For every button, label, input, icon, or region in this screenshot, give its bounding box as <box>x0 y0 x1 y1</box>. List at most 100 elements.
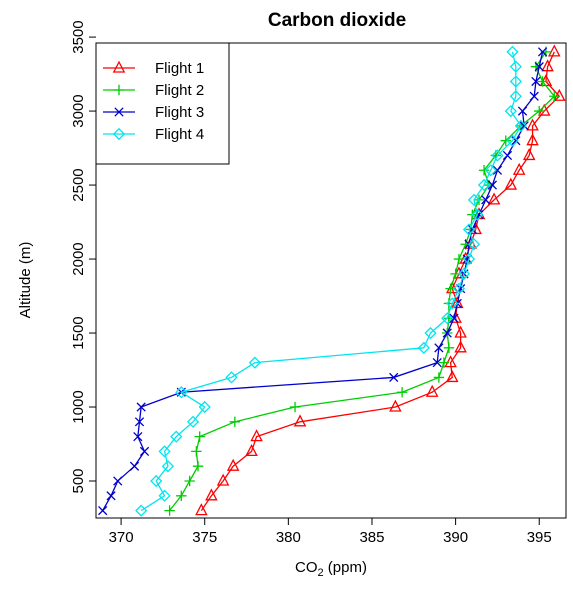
triangle-marker <box>541 59 554 72</box>
cross-marker <box>114 107 124 117</box>
diamond-marker <box>170 430 183 443</box>
triangle-marker <box>553 88 566 101</box>
diamond-marker <box>186 415 200 428</box>
y-tick-label: 3500 <box>70 20 87 53</box>
diamond-marker <box>161 460 175 473</box>
diamond-marker <box>198 400 211 414</box>
diamond-marker <box>248 356 262 369</box>
plus-marker <box>396 387 408 398</box>
plus-marker <box>176 490 187 502</box>
diamond-marker <box>491 149 504 162</box>
plus-marker <box>433 372 445 383</box>
plus-marker <box>478 165 490 176</box>
series-layer <box>98 44 566 517</box>
y-axis-title: Altitude (m) <box>17 242 34 319</box>
diamond-marker <box>175 386 188 399</box>
triangle-marker <box>512 162 526 175</box>
triangle-marker <box>226 458 240 471</box>
triangle-marker <box>112 60 126 73</box>
cross-marker <box>442 328 452 338</box>
cross-marker <box>481 195 491 205</box>
y-tick-label: 500 <box>70 468 87 493</box>
series-flight-4 <box>135 45 527 517</box>
cross-marker <box>492 165 503 175</box>
x-tick-label: 380 <box>276 529 301 546</box>
diamond-marker <box>509 90 522 103</box>
legend: Flight 1 Flight 2 Flight 3 Flight 4 <box>95 42 230 165</box>
triangle-marker <box>487 192 501 205</box>
triangle-marker <box>444 355 457 368</box>
triangle-marker <box>293 414 307 427</box>
diamond-marker <box>467 193 481 206</box>
cross-marker <box>519 121 529 131</box>
diamond-marker <box>514 119 527 132</box>
triangle-marker <box>250 429 263 442</box>
diamond-marker <box>484 164 497 177</box>
x-axis-title: CO2 (ppm) <box>295 559 367 579</box>
triangle-marker <box>504 177 518 190</box>
plus-marker <box>191 446 202 457</box>
cross-marker <box>531 76 541 87</box>
diamond-marker <box>467 238 481 251</box>
triangle-marker <box>526 118 539 131</box>
x-tick-label: 375 <box>192 529 217 546</box>
cross-marker <box>134 417 145 427</box>
legend-label: Flight 1 <box>155 60 204 77</box>
x-tick-label: 370 <box>109 529 134 546</box>
diamond-marker <box>225 371 238 384</box>
legend-label: Flight 3 <box>155 104 204 121</box>
plus-marker <box>184 475 195 487</box>
cross-marker <box>529 91 539 101</box>
legend-label: Flight 4 <box>155 126 204 143</box>
diamond-marker <box>452 282 466 295</box>
cross-marker <box>389 372 399 383</box>
plus-marker <box>438 357 450 368</box>
diamond-marker <box>158 489 171 502</box>
cross-marker <box>534 62 544 72</box>
diamond-marker <box>150 474 163 488</box>
cross-marker <box>133 431 143 442</box>
plot-frame <box>95 42 567 519</box>
plus-marker <box>289 401 301 413</box>
plus-marker <box>229 416 241 428</box>
diamond-marker <box>509 60 522 73</box>
cross-marker <box>502 150 513 161</box>
legend-item-flight-4: Flight 4 <box>103 126 204 143</box>
cross-marker <box>432 358 442 368</box>
plus-marker <box>453 253 465 265</box>
triangle-marker <box>216 473 230 486</box>
chart-title: Carbon dioxide <box>268 10 406 31</box>
cross-marker <box>106 491 116 501</box>
y-tick-label: 2500 <box>70 168 87 201</box>
cross-marker <box>537 47 548 57</box>
x-tick-label: 395 <box>527 529 552 546</box>
x-tick-label: 390 <box>443 529 468 546</box>
plus-marker <box>194 431 205 442</box>
diamond-marker <box>506 45 519 58</box>
diamond-marker <box>462 252 476 266</box>
x-tick-label: 385 <box>359 529 384 546</box>
diamond-marker <box>446 297 459 310</box>
cross-marker <box>139 446 150 457</box>
cross-marker <box>98 505 108 516</box>
cross-marker <box>136 402 146 412</box>
triangle-marker <box>522 148 536 161</box>
legend-item-flight-3: Flight 3 <box>103 104 204 121</box>
cross-marker <box>113 476 123 486</box>
plus-marker <box>164 505 175 516</box>
plus-marker <box>443 342 455 354</box>
diamond-marker <box>441 312 454 325</box>
triangle-marker <box>245 444 258 457</box>
y-axis: 500 1000 1500 2000 2500 3000 3500 <box>70 20 96 494</box>
triangle-marker <box>526 133 539 146</box>
plus-marker <box>549 91 560 102</box>
diamond-marker <box>509 75 522 88</box>
diamond-marker <box>112 127 126 141</box>
cross-marker <box>129 461 140 471</box>
plus-marker <box>192 461 204 472</box>
cross-marker <box>434 343 444 353</box>
legend-item-flight-2: Flight 2 <box>103 82 204 99</box>
triangle-marker <box>205 488 218 501</box>
triangle-marker <box>445 370 459 383</box>
